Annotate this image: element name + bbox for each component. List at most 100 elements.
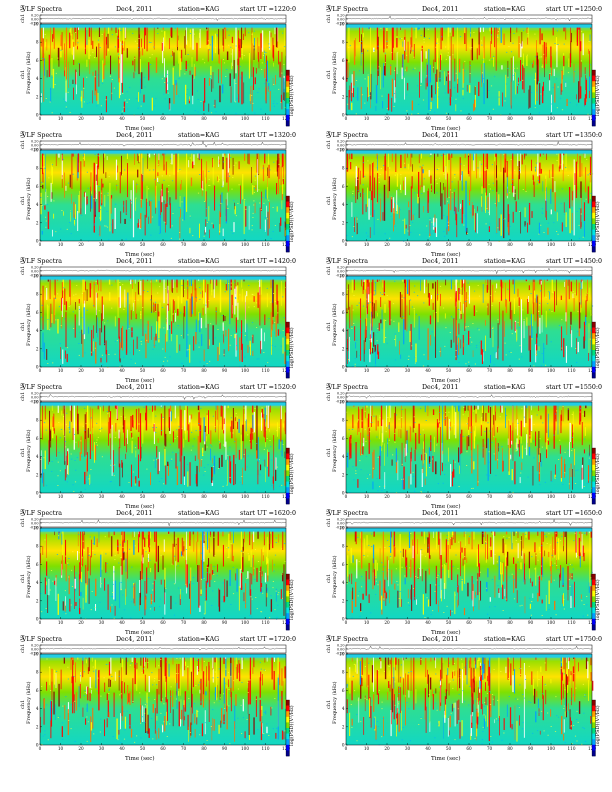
spectrogram-streak xyxy=(352,587,354,600)
spectrogram-streak xyxy=(275,588,277,602)
spectrogram-streak xyxy=(459,465,460,474)
spectrogram-streak xyxy=(207,284,209,308)
spectrogram-speckle xyxy=(269,617,271,619)
spectrogram-streak xyxy=(483,36,485,59)
spectrogram-streak xyxy=(423,27,425,38)
spectrogram-speckle xyxy=(241,54,243,55)
panel-title-station: station=KAG xyxy=(178,258,220,265)
spectrogram-speckle xyxy=(197,192,200,194)
start-label: start UT = xyxy=(546,132,580,139)
spectrogram-streak xyxy=(82,334,84,358)
spectrogram-streak xyxy=(82,531,84,567)
spectrogram-speckle xyxy=(384,62,386,63)
spectrogram-speckle xyxy=(262,459,264,461)
colorbar-segment xyxy=(592,333,596,340)
spectrogram-streak xyxy=(161,42,163,51)
spectrogram-streak xyxy=(457,27,458,84)
spectrogram-streak xyxy=(56,435,57,457)
time-tick-label: 40 xyxy=(425,242,431,247)
time-tick-label: 80 xyxy=(201,494,207,499)
time-tick-label: 110 xyxy=(568,494,576,499)
spectrogram-streak xyxy=(531,159,532,171)
spectrogram-speckle xyxy=(45,429,47,431)
spectrogram-speckle xyxy=(85,481,88,483)
spectrogram-streak xyxy=(92,427,94,434)
spectrogram-streak xyxy=(145,333,147,343)
spectrogram-streak xyxy=(218,159,221,165)
spectrogram-streak xyxy=(433,312,435,318)
spectrogram-streak xyxy=(250,344,251,356)
spectrogram-streak xyxy=(413,309,415,328)
spectrogram-speckle xyxy=(45,216,47,218)
spectrogram-streak xyxy=(175,561,176,584)
spectrogram-speckle xyxy=(202,453,204,455)
spectrogram-streak xyxy=(121,531,124,542)
spectrogram-speckle xyxy=(224,282,226,284)
waveform-tick-label: -0.20 xyxy=(336,147,345,151)
spectrogram-streak xyxy=(585,167,587,193)
colorbar-segment xyxy=(286,344,290,351)
spectrogram-streak xyxy=(434,227,436,233)
spectrogram-streak xyxy=(165,77,167,94)
spectrogram-streak xyxy=(167,70,169,90)
start-ut-value: 1250:0 xyxy=(579,6,602,13)
spectrogram-speckle xyxy=(167,191,169,193)
spectrogram-streak xyxy=(505,531,508,535)
spectrogram-speckle xyxy=(58,306,61,308)
waveform-trace xyxy=(39,394,287,401)
spectrogram-speckle xyxy=(488,90,490,91)
time-tick-label: 0 xyxy=(345,368,348,373)
time-tick-label: 0 xyxy=(39,620,42,625)
colorbar-segment xyxy=(286,327,290,334)
spectrogram-streak xyxy=(94,442,95,463)
spectrogram-streak xyxy=(448,203,450,232)
waveform-tick-label: 0.00 xyxy=(31,521,39,525)
spectrogram-speckle xyxy=(123,309,125,310)
spectrogram-speckle xyxy=(376,344,378,346)
spectrogram-streak xyxy=(561,70,563,92)
waveform-trace xyxy=(39,269,287,272)
spectrogram-streak xyxy=(70,405,72,421)
spectrogram-streak xyxy=(580,41,582,52)
spectrogram-speckle xyxy=(80,582,82,583)
spectrogram-streak xyxy=(84,414,86,433)
spectrogram-speckle xyxy=(166,317,168,319)
time-tick-label: 0 xyxy=(345,494,348,499)
spectrogram-streak xyxy=(448,153,450,160)
spectrogram-speckle xyxy=(251,225,253,227)
spectrogram-speckle xyxy=(205,208,207,209)
spectrogram-streak xyxy=(252,32,253,44)
panel-title-date: Dec4, 2011 xyxy=(422,6,459,13)
spectrogram-streak xyxy=(385,590,387,606)
spectrogram-streak xyxy=(177,537,179,563)
spectrogram-speckle xyxy=(520,540,522,541)
spectrogram-speckle xyxy=(140,314,142,316)
spectrogram-streak xyxy=(498,218,500,231)
spectrogram-streak xyxy=(101,313,103,333)
spectrogram-speckle xyxy=(274,346,276,347)
spectrogram-streak xyxy=(452,44,454,60)
spectrogram-streak xyxy=(167,285,169,304)
spectrogram-streak xyxy=(352,414,354,429)
spectrogram-streak xyxy=(563,27,565,32)
spectrogram-speckle xyxy=(386,342,388,344)
spectrogram-streak xyxy=(429,217,431,234)
waveform-tick-label: 0.20 xyxy=(337,265,345,269)
spectrogram-streak xyxy=(229,73,231,87)
spectrogram-streak xyxy=(360,192,361,197)
spectrogram-speckle xyxy=(132,437,134,439)
spectrogram-streak xyxy=(375,559,377,579)
spectrogram-streak xyxy=(444,153,446,167)
spectrogram-speckle xyxy=(586,604,588,606)
spectrogram-streak xyxy=(171,279,173,292)
spectrogram-streak xyxy=(219,442,221,449)
spectrogram-speckle xyxy=(431,458,433,460)
spectrogram-streak xyxy=(105,172,107,178)
spectrogram-speckle xyxy=(490,34,492,36)
spectrogram-streak xyxy=(150,201,152,224)
spectrogram-speckle xyxy=(149,169,151,171)
spectrogram-speckle xyxy=(414,422,416,423)
spectrogram-streak xyxy=(562,567,564,586)
spectrogram-speckle xyxy=(488,59,491,61)
spectrogram-speckle xyxy=(574,483,577,484)
